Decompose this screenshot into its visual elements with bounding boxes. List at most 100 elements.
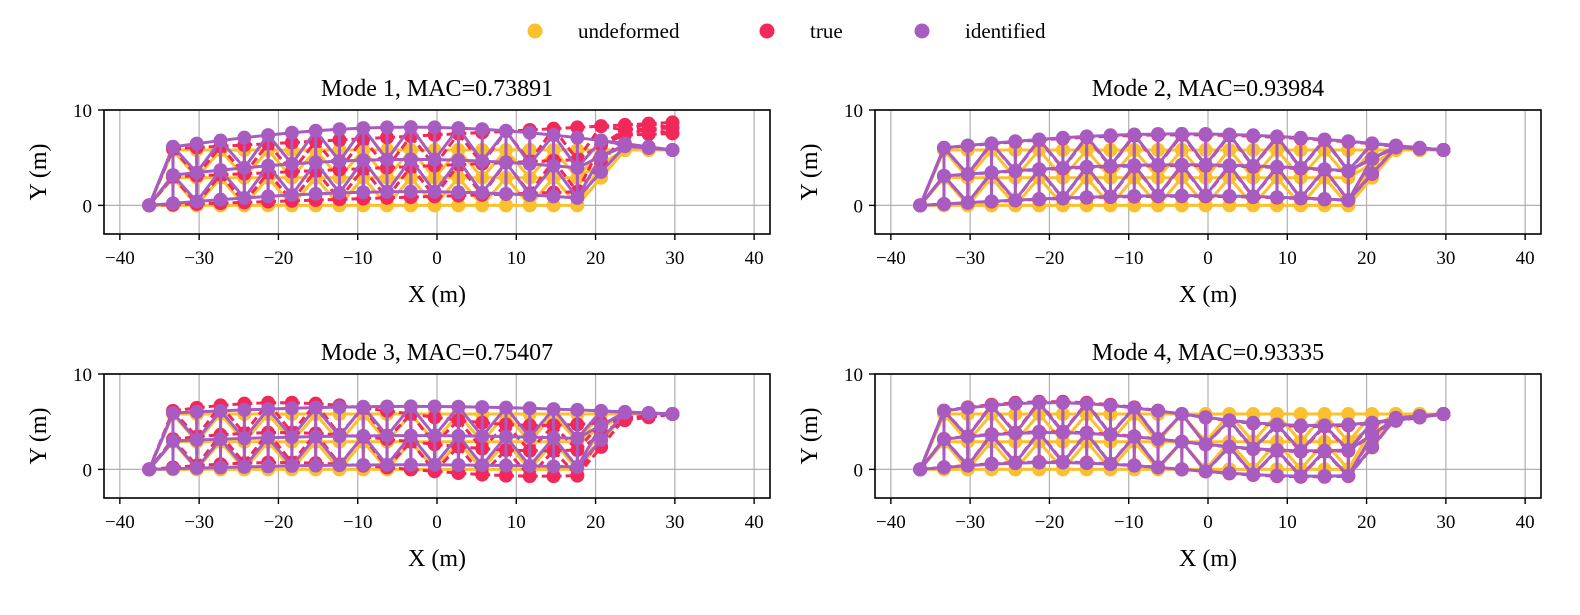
node-identified — [984, 165, 999, 180]
node-identified — [1198, 157, 1213, 172]
node-identified — [356, 457, 371, 472]
node-undeformed — [1293, 407, 1308, 422]
x-axis-label: X (m) — [408, 546, 466, 572]
x-tick-label: 0 — [432, 512, 442, 533]
node-identified — [1127, 429, 1142, 444]
node-identified — [594, 418, 609, 433]
node-identified — [403, 399, 418, 414]
node-identified — [1151, 188, 1166, 203]
node-identified — [960, 429, 975, 444]
node-identified — [189, 461, 204, 476]
node-identified — [960, 195, 975, 210]
node-identified — [308, 155, 323, 170]
y-tick-label: 10 — [844, 365, 863, 386]
node-identified — [261, 430, 276, 445]
node-identified — [1412, 140, 1427, 155]
x-tick-label: 10 — [1278, 248, 1297, 269]
truss-member-identified — [576, 155, 603, 199]
node-identified — [308, 458, 323, 473]
node-identified — [403, 184, 418, 199]
node-identified — [1246, 158, 1261, 173]
subplots: −40 −30 −20 −10 0 10 20 30 40 0 10 Mode 1, MAC=0.73… — [26, 76, 1542, 572]
node-true — [570, 120, 585, 135]
node-identified — [427, 428, 442, 443]
node-identified — [475, 458, 490, 473]
node-identified — [1388, 138, 1403, 153]
x-tick-label: 30 — [665, 512, 684, 533]
node-identified — [1103, 158, 1118, 173]
node-identified — [570, 459, 585, 474]
node-identified — [1341, 134, 1356, 149]
node-identified — [261, 189, 276, 204]
node-identified — [1008, 456, 1023, 471]
node-identified — [1341, 417, 1356, 432]
x-tick-label: −10 — [343, 248, 373, 269]
node-identified — [142, 198, 157, 213]
node-identified — [1055, 130, 1070, 145]
node-identified — [403, 120, 418, 135]
x-axis-label: X (m) — [1179, 546, 1237, 572]
node-identified — [475, 185, 490, 200]
node-identified — [356, 185, 371, 200]
node-identified — [1079, 129, 1094, 144]
node-identified — [1246, 467, 1261, 482]
node-identified — [936, 460, 951, 475]
node-identified — [936, 168, 951, 183]
node-identified — [1032, 162, 1047, 177]
node-identified — [522, 430, 537, 445]
legend: undeformed true identified — [527, 19, 1046, 43]
node-identified — [1055, 425, 1070, 440]
node-undeformed — [1317, 407, 1332, 422]
node-identified — [213, 403, 228, 418]
node-identified — [1436, 407, 1451, 422]
x-tick-label: 30 — [1436, 512, 1455, 533]
node-identified — [1293, 160, 1308, 175]
node-true — [522, 469, 537, 484]
node-identified — [960, 167, 975, 182]
x-tick-label: −40 — [105, 512, 135, 533]
node-identified — [237, 402, 252, 417]
node-identified — [475, 122, 490, 137]
x-tick-label: −40 — [876, 512, 906, 533]
x-tick-label: 30 — [665, 248, 684, 269]
x-tick-label: 0 — [1203, 248, 1213, 269]
node-identified — [1127, 400, 1142, 415]
node-identified — [984, 398, 999, 413]
subplot-2: −40 −30 −20 −10 0 10 20 30 40 0 10 Mode 2, MAC=0.93… — [797, 76, 1542, 308]
node-identified — [1293, 469, 1308, 484]
node-identified — [213, 432, 228, 447]
node-identified — [594, 133, 609, 148]
x-tick-label: 40 — [745, 512, 764, 533]
node-identified — [165, 433, 180, 448]
node-identified — [356, 121, 371, 136]
node-identified — [1293, 443, 1308, 458]
node-identified — [1151, 127, 1166, 142]
node-identified — [936, 403, 951, 418]
node-identified — [913, 462, 928, 477]
node-identified — [308, 186, 323, 201]
node-identified — [1317, 132, 1332, 147]
node-identified — [356, 428, 371, 443]
series-identified — [142, 120, 680, 213]
truss-member-identified — [1347, 157, 1374, 201]
truss-member-identified — [918, 410, 946, 470]
node-identified — [332, 154, 347, 169]
node-true — [546, 469, 561, 484]
node-identified — [332, 185, 347, 200]
x-tick-label: −20 — [264, 248, 294, 269]
node-identified — [308, 123, 323, 138]
series-identified — [913, 395, 1451, 484]
node-identified — [1008, 163, 1023, 178]
node-identified — [1293, 418, 1308, 433]
truss-member-identified — [147, 412, 175, 470]
legend-marker-undeformed — [527, 23, 543, 39]
node-identified — [522, 188, 537, 203]
node-identified — [213, 133, 228, 148]
node-identified — [1174, 188, 1189, 203]
node-identified — [308, 429, 323, 444]
node-identified — [403, 457, 418, 472]
x-tick-label: −10 — [1114, 248, 1144, 269]
node-identified — [1365, 439, 1380, 454]
node-identified — [1222, 466, 1237, 481]
node-identified — [960, 138, 975, 153]
